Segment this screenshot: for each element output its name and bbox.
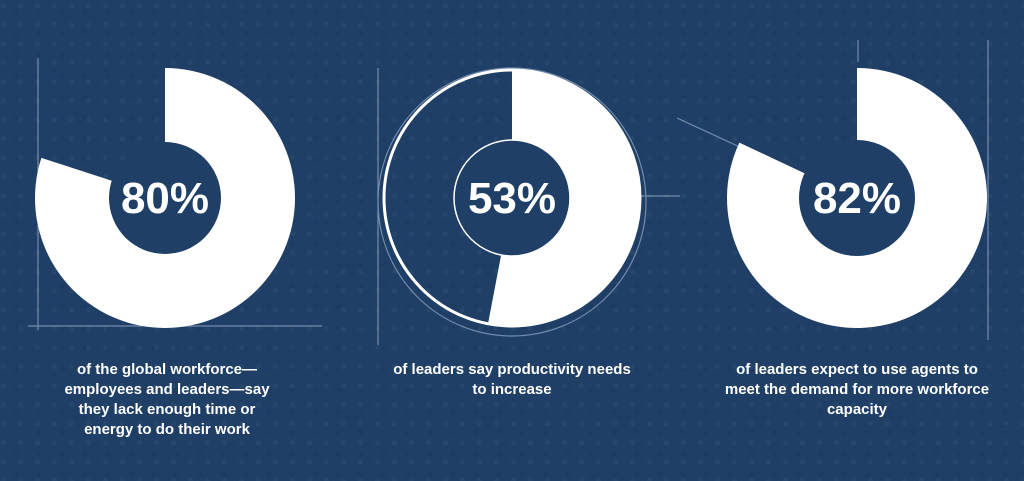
donut-1-label: 80% <box>121 174 209 223</box>
caption-1: of the global workforce—employees and le… <box>64 361 270 438</box>
caption-2: of leaders say productivity needs to inc… <box>393 361 631 398</box>
donut-2-label: 53% <box>468 174 556 223</box>
donut-3: 82% <box>726 68 987 329</box>
caption-3: of leaders expect to use agents to meet … <box>724 361 990 418</box>
donut-1: 80% <box>34 68 295 328</box>
donut-3-hole <box>799 140 915 256</box>
donut-2-hole <box>453 139 571 257</box>
donut-1-hole <box>109 142 221 254</box>
donut-2: 53% <box>382 68 642 328</box>
donut-3-label: 82% <box>813 174 901 223</box>
